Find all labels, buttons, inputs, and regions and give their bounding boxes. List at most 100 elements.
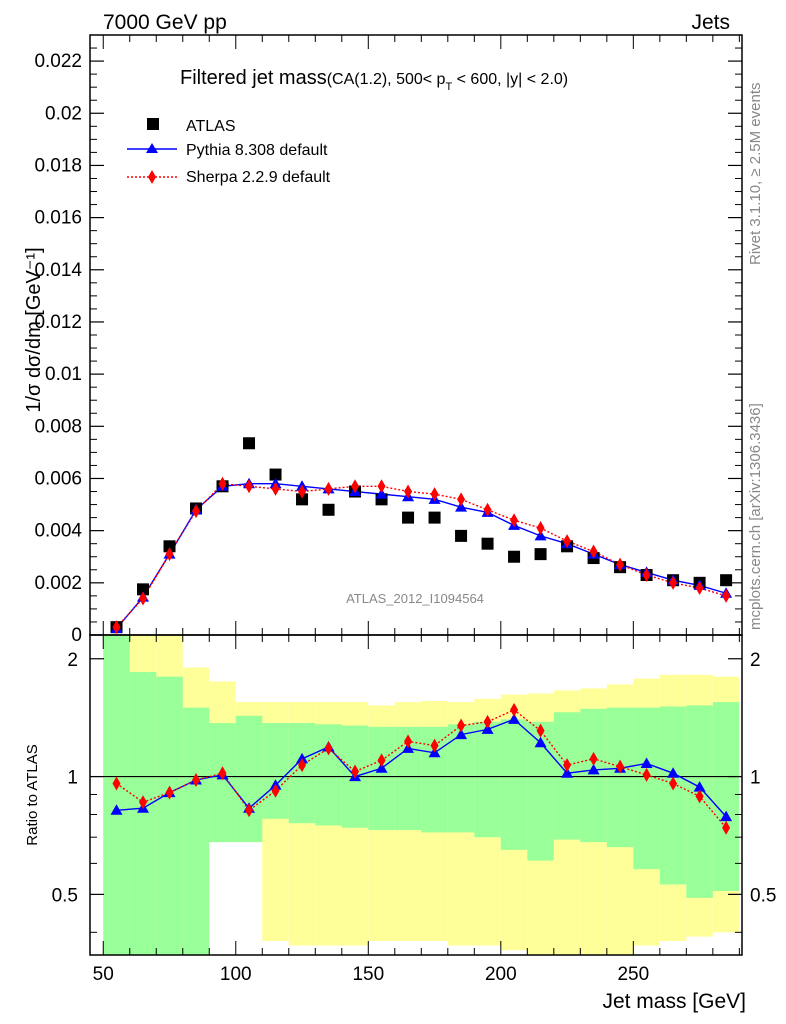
main-pythia-point <box>455 501 468 512</box>
ratio-sherpa-point <box>271 783 280 798</box>
main-sherpa-point <box>324 481 333 496</box>
ratio-band-inner-bin <box>315 724 342 826</box>
main-atlas-point <box>455 529 468 542</box>
ratio-sherpa-point <box>457 718 466 733</box>
bottom-frame <box>89 634 743 956</box>
ratio-pythia-point <box>693 781 706 792</box>
ratio-sherpa-point <box>218 766 227 781</box>
ratio-sherpa-point <box>192 772 201 787</box>
ratio-y-tick-label: 2 <box>67 650 78 671</box>
legend-sherpa: Sherpa 2.2.9 default <box>186 169 331 186</box>
x-tick-label: 250 <box>617 964 649 985</box>
main-atlas-point <box>269 468 282 481</box>
main-sherpa-point <box>642 568 651 582</box>
main-pythia-line <box>115 482 727 629</box>
ratio-band-inner-bin <box>580 708 607 843</box>
main-sherpa-point <box>192 504 201 519</box>
main-sherpa-point <box>245 479 254 494</box>
y-tick-label: 0.006 <box>34 468 82 489</box>
mcplots-label: mcplots.cern.ch [arXiv:1306.3436] <box>747 403 764 630</box>
title-sub-end: < 600, |y| < 2.0) <box>452 71 568 88</box>
ratio-band-inner-bin <box>659 706 687 885</box>
ratio-sherpa-point <box>324 741 333 756</box>
main-sherpa-point <box>457 492 466 507</box>
ratio-sherpa-point <box>165 785 174 800</box>
main-series <box>110 437 733 635</box>
ratio-pythia-point <box>508 713 521 724</box>
ratio-y-tick-label-right: 1 <box>750 768 761 789</box>
main-sherpa-point <box>536 521 545 536</box>
ratio-band-inner-bin <box>156 676 183 955</box>
ratio-band-inner-bin <box>447 724 475 833</box>
main-atlas-point <box>322 503 335 516</box>
ratio-y-tick-label-right: 2 <box>750 650 761 671</box>
ratio-sherpa-point <box>377 753 386 768</box>
main-atlas-point <box>402 511 415 524</box>
x-tick-label: 150 <box>352 964 384 985</box>
y-axis-label: 1/σ dσ/dm [GeV⁻¹] <box>23 247 45 412</box>
ratio-sherpa-point <box>351 764 360 779</box>
ratio-series <box>110 702 733 835</box>
ratio-band-inner-bin <box>209 723 236 843</box>
ratio-sherpa-point <box>589 751 598 766</box>
x-tick-label: 50 <box>93 964 114 985</box>
ratio-band-inner-bin <box>712 702 740 892</box>
title-sub-t: T <box>445 81 452 93</box>
main-atlas-point <box>163 540 176 553</box>
ratio-band-inner-bin <box>129 672 157 955</box>
ratio-sherpa-point <box>722 820 731 835</box>
ratio-bands <box>90 635 742 955</box>
y-tick-label: 0.02 <box>45 103 82 124</box>
ratio-band-inner-bin <box>368 726 395 831</box>
ratio-sherpa-point <box>616 759 625 774</box>
ratio-sherpa-point <box>404 734 413 749</box>
ratio-y-tick-label-right: 0.5 <box>750 885 776 906</box>
title-main: Filtered jet mass <box>180 67 327 89</box>
main-sherpa-point <box>351 479 360 494</box>
main-sherpa-point <box>430 487 439 502</box>
legend-atlas-marker <box>147 118 159 130</box>
title-sub: (CA(1.2), 500< p <box>327 71 446 88</box>
rivet-label: Rivet 3.1.10, ≥ 2.5M events <box>747 83 764 266</box>
main-sherpa-point <box>722 588 731 603</box>
ratio-pythia-point <box>561 767 574 778</box>
main-sherpa-point <box>563 534 572 549</box>
y-tick-label: 0 <box>71 625 82 646</box>
main-pythia-point <box>534 529 547 541</box>
ratio-pythia-point <box>375 762 388 773</box>
main-atlas-point <box>720 574 733 587</box>
ratio-sherpa-point <box>245 803 254 818</box>
ratio-sherpa-point <box>298 758 307 773</box>
ratio-sherpa-point <box>536 723 545 738</box>
ratio-band-inner-bin <box>606 707 634 848</box>
main-sherpa-point <box>298 484 307 499</box>
ratio-sherpa-point <box>510 702 519 717</box>
y-tick-label: 0.01 <box>45 364 82 385</box>
ratio-pythia-point <box>587 763 600 775</box>
main-sherpa-point <box>112 620 121 635</box>
main-atlas-point <box>296 493 309 506</box>
ratio-pythia-point <box>667 767 680 778</box>
main-sherpa-point <box>589 544 598 559</box>
main-sherpa-point <box>616 557 625 572</box>
ratio-y-axis-label: Ratio to ATLAS <box>24 744 41 845</box>
main-sherpa-point <box>139 591 148 606</box>
ratio-sherpa-point <box>642 767 651 782</box>
y-tick-label: 0.016 <box>34 208 82 229</box>
header-right: Jets <box>691 11 730 34</box>
main-sherpa-point <box>271 481 280 496</box>
ratio-pythia-point <box>720 810 733 822</box>
ratio-sherpa-line <box>116 709 727 829</box>
chart-title: Filtered jet mass(CA(1.2), 500< pT < 600… <box>180 67 568 93</box>
ratio-pythia-point <box>534 736 547 748</box>
y-tick-label: 0.002 <box>34 573 82 594</box>
ratio-sherpa-point <box>695 789 704 804</box>
legend-sherpa-marker <box>148 170 156 184</box>
y-tick-label: 0.008 <box>34 416 82 437</box>
y-tick-label: 0.012 <box>34 312 82 333</box>
y-tick-label: 0.018 <box>34 155 82 176</box>
ratio-sherpa-point <box>112 776 121 791</box>
ratio-pythia-point <box>110 804 123 815</box>
ratio-band-inner-bin <box>474 721 501 838</box>
ratio-band-inner-bin <box>262 723 289 819</box>
